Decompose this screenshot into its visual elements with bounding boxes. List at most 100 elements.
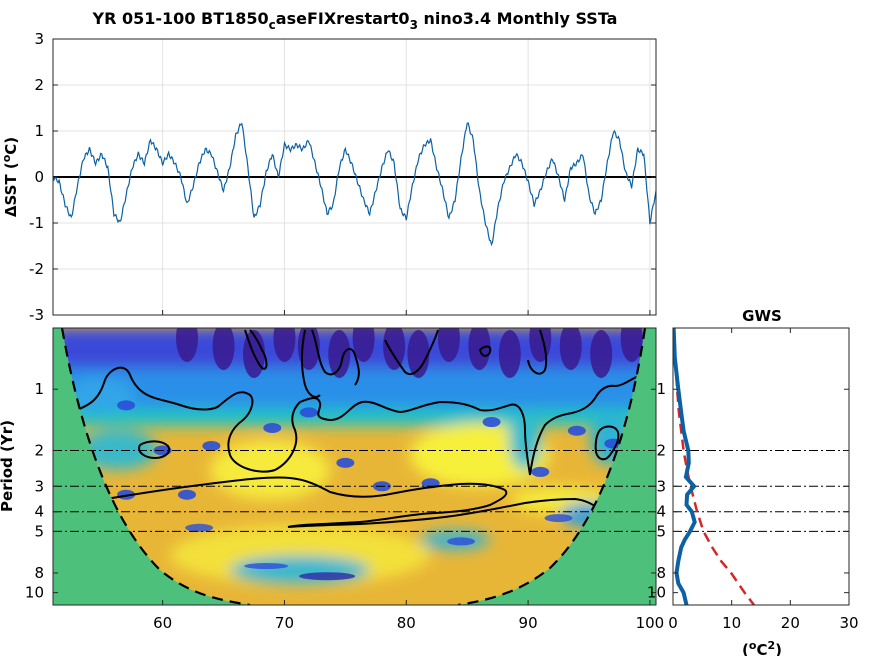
y-tick-label: 2 — [34, 76, 44, 94]
wavelet-power-shading — [53, 328, 656, 585]
gws-title: GWS — [742, 307, 782, 325]
local-minimum — [567, 425, 586, 436]
title-subscript: 3 — [410, 18, 418, 32]
x-tick-label: 0 — [668, 614, 678, 632]
timeseries-panel: 3 2 1 0 -1 -2 -3 ΔSST (oC) — [0, 30, 657, 324]
dark-minimum — [407, 330, 430, 378]
wavelet-field — [53, 328, 656, 605]
timeseries-y-ticks: 3 2 1 0 -1 -2 -3 — [29, 30, 656, 324]
x-tick-label: 60 — [153, 614, 172, 632]
local-minimum — [482, 417, 501, 428]
coi-left — [53, 328, 250, 605]
contour — [244, 329, 268, 370]
contour — [527, 329, 548, 375]
ylabel-part: C) — [2, 137, 20, 155]
local-minimum — [117, 400, 136, 411]
y-tick-label: 1 — [34, 122, 44, 140]
contour — [478, 345, 492, 357]
y-tick-label: 5 — [34, 522, 44, 540]
local-minimum — [531, 466, 550, 477]
local-minimum — [244, 563, 289, 570]
y-tick-label: 3 — [34, 30, 44, 48]
x-tick-label: 10 — [722, 614, 741, 632]
xlabel-sup: o — [749, 639, 757, 652]
wavelet-axes-frame — [52, 327, 657, 606]
low-power-band — [53, 368, 656, 412]
y-tick-label: 1 — [656, 380, 666, 398]
wavelet-minima — [117, 328, 643, 581]
y-tick-label: 10 — [25, 584, 44, 602]
y-tick-label: 3 — [34, 477, 44, 495]
low-power-patch — [230, 556, 370, 584]
y-tick-label: 1 — [34, 380, 44, 398]
x-tick-label: 80 — [397, 614, 416, 632]
y-tick-label: 8 — [656, 564, 666, 582]
dark-minimum — [176, 328, 198, 362]
y-tick-label: 3 — [656, 477, 666, 495]
global-power-curve — [673, 328, 697, 605]
title-part: YR 051-100 BT1850 — [92, 9, 269, 28]
dark-minimum — [620, 328, 643, 362]
x-tick-label: 70 — [275, 614, 294, 632]
gws-axes-background — [673, 328, 849, 605]
y-tick-label: -2 — [29, 260, 44, 278]
xlabel-part: ) — [775, 641, 782, 656]
contour — [69, 366, 641, 476]
ylabel-sup: o — [0, 154, 13, 162]
y-tick-label: 8 — [34, 564, 44, 582]
dark-minimum — [437, 328, 460, 362]
coi-boundary-right — [457, 328, 647, 605]
timeseries-y-label: ΔSST (oC) — [0, 137, 20, 217]
dark-minimum — [498, 330, 521, 378]
y-tick-label: 10 — [647, 584, 666, 602]
y-tick-label: 4 — [656, 503, 666, 521]
dark-minimum — [590, 330, 613, 378]
dark-minimum — [559, 328, 582, 370]
contour — [384, 329, 439, 376]
dark-minimum — [383, 328, 406, 370]
contour — [301, 329, 360, 398]
ylabel-part: ΔSST ( — [2, 162, 20, 217]
dark-minimum — [468, 328, 491, 370]
mid-power-band — [53, 408, 656, 426]
xlabel-sup: 2 — [767, 639, 775, 652]
title-subscript: c — [269, 18, 276, 32]
y-tick-label: 5 — [656, 522, 666, 540]
sst-series-line — [53, 122, 656, 247]
title-part: nino3.4 Monthly SSTa — [418, 9, 618, 28]
y-tick-label: 2 — [34, 441, 44, 459]
local-minimum — [336, 457, 355, 468]
dark-minimum — [352, 328, 375, 362]
xlabel-part: C — [756, 641, 767, 656]
x-tick-label: 20 — [781, 614, 800, 632]
high-power-patch — [210, 440, 330, 500]
dark-minimum — [529, 328, 552, 362]
title-part: aseFIXrestart0 — [276, 9, 410, 28]
y-tick-label: 2 — [656, 441, 666, 459]
wavelet-y-label: Period (Yr) — [0, 420, 16, 512]
gws-x-label: (oC2) — [742, 639, 782, 656]
dark-minimum — [212, 328, 235, 370]
x-tick-label: 90 — [519, 614, 538, 632]
contour — [138, 440, 171, 460]
gws-x-ticks: 0 10 20 30 — [668, 328, 859, 632]
local-minimum — [185, 523, 214, 532]
significance-contours — [69, 329, 641, 528]
contour — [99, 476, 599, 528]
local-minimum — [263, 422, 282, 433]
gws-axes-frame — [672, 327, 850, 606]
gws-y-ticks: 1 2 3 45 8 10 — [647, 380, 849, 602]
x-tick-label: 100 — [636, 614, 665, 632]
gws-reference-lines — [673, 449, 849, 532]
y-tick-label: -3 — [29, 306, 44, 324]
y-tick-label: 0 — [34, 168, 44, 186]
wavelet-x-ticks: 60 70 80 90 100 — [153, 310, 664, 632]
x-tick-label: 30 — [839, 614, 858, 632]
local-minimum — [299, 407, 318, 418]
local-minimum — [299, 572, 356, 581]
wavelet-y-ticks: 1 2 3 45 8 10 — [25, 380, 656, 602]
dark-minimum — [328, 330, 351, 378]
